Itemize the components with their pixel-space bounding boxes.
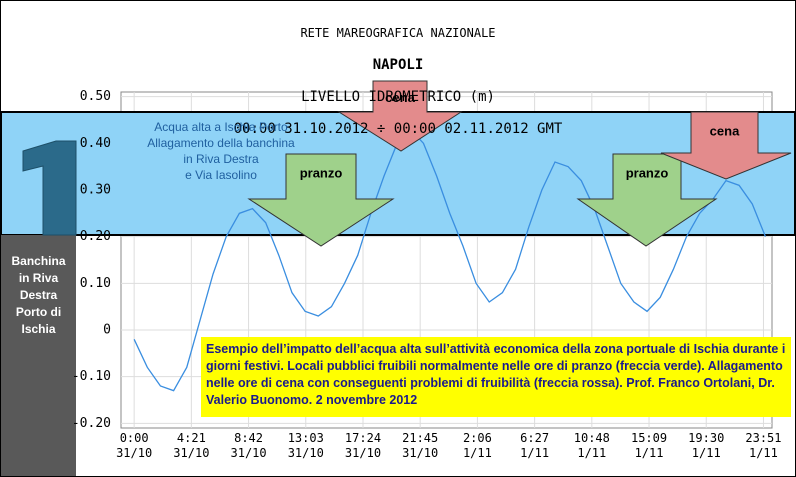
- y-tick-label: 0.10: [80, 276, 111, 291]
- y-tick-label: 0.30: [80, 183, 111, 198]
- title-line: NAPOLI: [372, 57, 424, 73]
- x-tick-label: 4:21 31/10: [173, 431, 210, 460]
- arrow: [247, 153, 395, 247]
- y-tick-label: -0.20: [72, 416, 111, 431]
- arrow-label: pranzo: [626, 165, 669, 180]
- title-line: RETE MAREOGRAFICA NAZIONALE: [300, 26, 496, 40]
- arrow-label: pranzo: [300, 165, 343, 180]
- flood-note: Acqua alta a Ischia Porto Allagamento de…: [147, 120, 295, 182]
- x-tick-label: 13:03 31/10: [287, 431, 324, 460]
- y-tick-label: 0.40: [80, 136, 111, 151]
- x-tick-label: 15:09 1/11: [630, 431, 668, 460]
- x-tick-label: 23:51 1/11: [745, 431, 782, 460]
- arrow: [337, 80, 463, 152]
- x-tick-label: 6:27 1/11: [520, 431, 550, 460]
- arrow-label: cena: [710, 123, 740, 138]
- x-tick-label: 10:48 1/11: [573, 431, 610, 460]
- title-line: LIVELLO IDROMETRICO (m): [301, 89, 495, 105]
- arrow-label: cena: [385, 90, 415, 105]
- note-box: Esempio dell’impatto dell’acqua alta sul…: [201, 337, 791, 417]
- titles: RETE MAREOGRAFICA NAZIONALE NAPOLI LIVEL…: [1, 1, 795, 153]
- y-tick-label: 0: [103, 323, 111, 338]
- quay-panel: [1, 235, 76, 476]
- x-tick-label: 2:06 1/11: [462, 431, 492, 460]
- y-tick-label: 0.20: [80, 229, 111, 244]
- quay-label: Banchina in Riva Destra Porto di Ischia: [11, 254, 66, 336]
- y-tick-label: 0.50: [80, 89, 111, 104]
- x-tick-label: 8:42 31/10: [230, 431, 267, 460]
- arrow: [660, 111, 792, 180]
- title-line: 00:00 31.10.2012 ÷ 00:00 02.11.2012 GMT: [233, 121, 563, 137]
- data-line: [133, 128, 767, 392]
- y-tick-label: -0.10: [72, 369, 111, 384]
- x-tick-label: 17:24 31/10: [344, 431, 382, 460]
- quay-shape: [22, 140, 77, 236]
- x-tick-label: 19:30 1/11: [688, 431, 725, 460]
- x-tick-label: 0:00 31/10: [116, 431, 153, 460]
- x-tick-label: 21:45 31/10: [402, 431, 439, 460]
